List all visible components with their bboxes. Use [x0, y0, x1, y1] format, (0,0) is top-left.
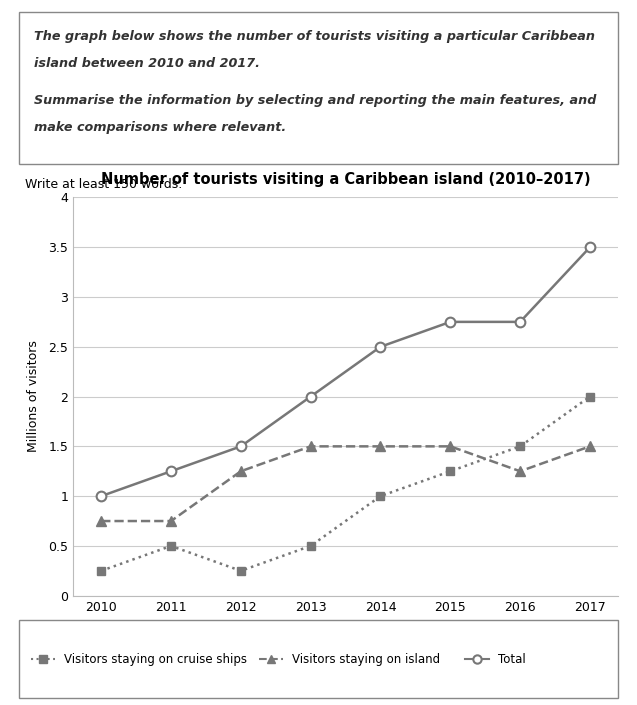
Y-axis label: Millions of visitors: Millions of visitors — [27, 341, 40, 453]
Text: Visitors staying on island: Visitors staying on island — [292, 653, 440, 666]
Title: Number of tourists visiting a Caribbean island (2010–2017): Number of tourists visiting a Caribbean … — [101, 171, 590, 187]
Text: make comparisons where relevant.: make comparisons where relevant. — [34, 121, 286, 134]
Text: Summarise the information by selecting and reporting the main features, and: Summarise the information by selecting a… — [34, 94, 596, 107]
Text: Write at least 150 words.: Write at least 150 words. — [25, 178, 183, 190]
Text: Visitors staying on cruise ships: Visitors staying on cruise ships — [64, 653, 247, 666]
FancyBboxPatch shape — [19, 12, 618, 164]
Text: Total: Total — [498, 653, 526, 666]
FancyBboxPatch shape — [19, 620, 618, 698]
Text: The graph below shows the number of tourists visiting a particular Caribbean: The graph below shows the number of tour… — [34, 30, 595, 43]
Text: island between 2010 and 2017.: island between 2010 and 2017. — [34, 57, 260, 70]
